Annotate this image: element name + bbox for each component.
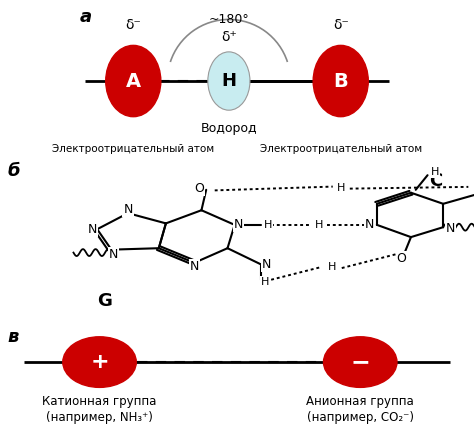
- Text: A: A: [126, 71, 141, 91]
- Ellipse shape: [323, 337, 397, 387]
- Text: C: C: [429, 172, 443, 190]
- Text: G: G: [97, 292, 112, 310]
- Text: а: а: [80, 8, 92, 26]
- Text: δ⁻: δ⁻: [333, 18, 349, 32]
- Text: N: N: [262, 258, 271, 271]
- Text: N: N: [234, 218, 243, 231]
- Text: H: H: [337, 183, 346, 193]
- Text: N: N: [88, 223, 97, 236]
- Text: H: H: [221, 72, 237, 90]
- Text: N: N: [123, 203, 133, 216]
- Text: H: H: [261, 277, 270, 287]
- Text: Электроотрицательный атом: Электроотрицательный атом: [260, 144, 422, 154]
- Text: Катионная группа
(например, NH₃⁺): Катионная группа (например, NH₃⁺): [42, 395, 157, 424]
- Ellipse shape: [63, 337, 137, 387]
- Text: в: в: [7, 328, 18, 346]
- Text: H: H: [328, 262, 337, 272]
- Text: B: B: [333, 71, 348, 91]
- Text: N: N: [365, 218, 374, 231]
- Text: N: N: [446, 222, 455, 235]
- Text: +: +: [90, 352, 109, 372]
- Ellipse shape: [208, 52, 250, 110]
- Text: ~180°: ~180°: [209, 13, 249, 26]
- Text: H: H: [430, 167, 439, 177]
- Text: O: O: [397, 251, 406, 265]
- Text: δ⁻: δ⁻: [125, 18, 141, 32]
- Ellipse shape: [313, 46, 368, 117]
- Text: −: −: [350, 350, 370, 374]
- Text: б: б: [7, 162, 20, 180]
- Text: δ⁺: δ⁺: [221, 30, 237, 44]
- Text: H: H: [264, 220, 272, 230]
- Text: N: N: [190, 260, 199, 273]
- Text: H: H: [315, 220, 323, 230]
- Text: Электроотрицательный атом: Электроотрицательный атом: [52, 144, 214, 154]
- Text: Водород: Водород: [201, 122, 257, 134]
- Text: O: O: [194, 182, 204, 195]
- Ellipse shape: [106, 46, 161, 117]
- Text: N: N: [109, 247, 118, 261]
- Text: Анионная группа
(например, CO₂⁻): Анионная группа (например, CO₂⁻): [306, 395, 414, 424]
